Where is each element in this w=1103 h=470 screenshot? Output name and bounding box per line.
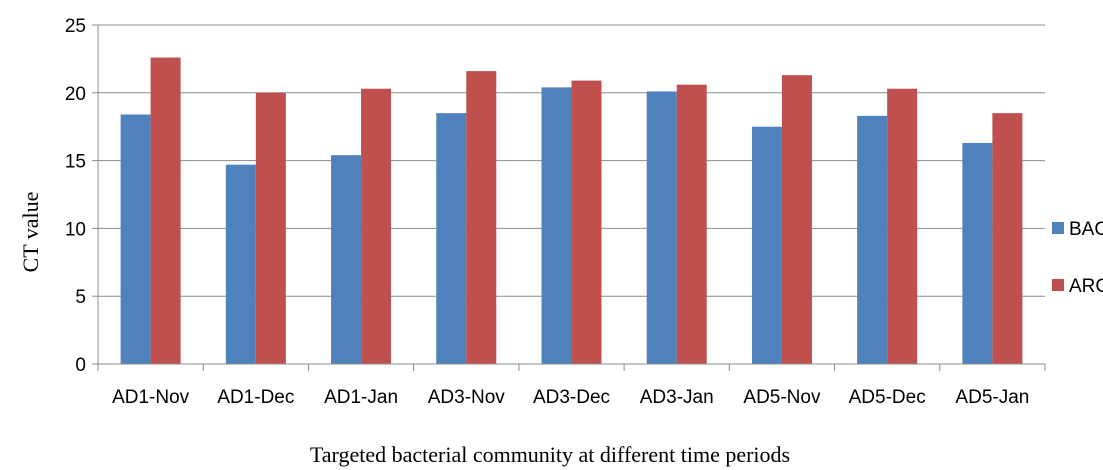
x-tick-label: AD1-Nov <box>112 387 190 408</box>
axes <box>92 24 1046 371</box>
x-tick-label: AD1-Dec <box>217 387 294 408</box>
tick-labels: 0 5 10 15 20 25 AD1-Nov AD1-Dec AD1-Jan AD3-Nov AD… <box>65 16 1029 408</box>
bar-arc-ad1-nov <box>150 57 181 364</box>
bar-arc-ad5-nov <box>781 75 812 364</box>
x-tick-label: AD3-Nov <box>428 387 506 408</box>
bar-arc-ad1-dec <box>255 92 286 365</box>
legend: BAC ARC <box>1052 219 1103 297</box>
x-tick-label: AD3-Dec <box>533 387 610 408</box>
bar-arc-ad1-jan <box>361 88 392 365</box>
x-tick-label: AD3-Jan <box>640 387 714 408</box>
bar-bac-ad3-dec <box>541 87 572 364</box>
y-axis-title: CT value <box>18 192 43 273</box>
bar-bac-ad5-nov <box>751 126 782 364</box>
bar-bac-ad3-jan <box>646 91 677 364</box>
bars <box>120 57 1023 365</box>
bar-bac-ad5-jan <box>962 142 993 364</box>
x-tick-label: AD1-Jan <box>324 387 398 408</box>
bar-arc-ad3-jan <box>676 84 707 364</box>
y-tick-label: 25 <box>65 16 86 37</box>
bar-bac-ad1-dec <box>225 164 256 364</box>
y-tick-label: 5 <box>75 287 86 308</box>
y-tick-label: 20 <box>65 84 86 105</box>
bar-bac-ad1-jan <box>331 155 362 364</box>
x-axis-title: Targeted bacterial community at differen… <box>310 442 790 467</box>
bar-arc-ad5-jan <box>992 113 1023 364</box>
bar-bac-ad1-nov <box>120 114 151 364</box>
bar-bac-ad3-nov <box>436 113 467 364</box>
y-tick-label: 10 <box>65 219 86 240</box>
x-tick-label: AD5-Jan <box>955 387 1029 408</box>
y-tick-label: 0 <box>75 355 86 376</box>
legend-label-arc: ARC <box>1069 276 1103 297</box>
bar-bac-ad5-dec <box>857 115 888 365</box>
legend-label-bac: BAC <box>1069 219 1103 240</box>
y-tick-label: 15 <box>65 152 86 173</box>
legend-swatch-arc <box>1052 279 1064 291</box>
x-tick-label: AD5-Dec <box>849 387 926 408</box>
bar-arc-ad3-dec <box>571 80 602 364</box>
legend-swatch-bac <box>1052 222 1064 234</box>
x-tick-label: AD5-Nov <box>743 387 821 408</box>
bar-arc-ad5-dec <box>887 88 918 365</box>
bar-arc-ad3-nov <box>466 71 497 364</box>
